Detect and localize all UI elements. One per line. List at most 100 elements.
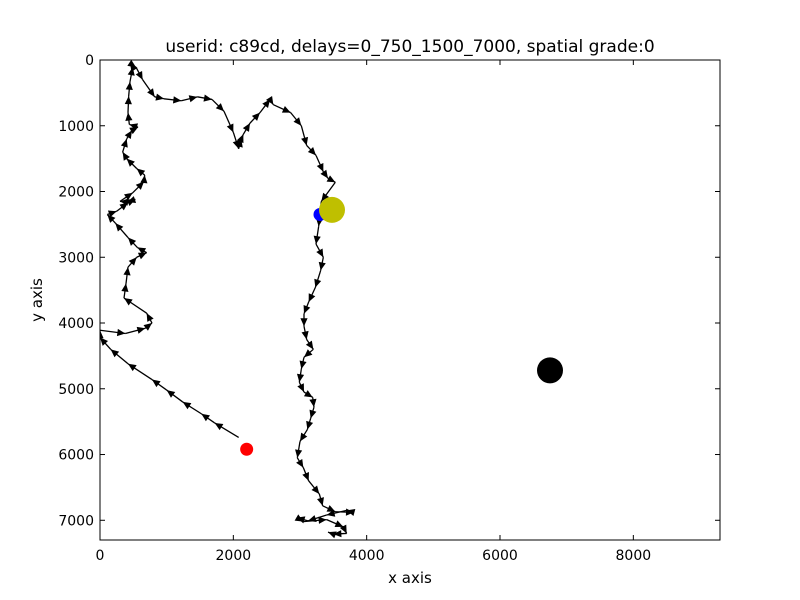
path-arrowhead [318,516,327,524]
path-arrowhead [281,106,291,113]
path-arrowhead [147,88,155,97]
path-arrowhead [317,497,324,506]
path-arrowhead [129,123,139,131]
path-arrowhead [300,318,308,327]
marker-start [240,442,254,456]
path-arrowhead [297,383,304,393]
path-arrowhead [110,349,120,358]
path-arrowhead [214,422,224,431]
path-arrowhead [143,323,152,331]
y-tick-label: 5000 [58,382,94,398]
path-arrowhead [326,509,336,517]
path-arrowhead [136,168,146,177]
path-arrowhead [266,96,274,105]
path-arrowhead [121,283,129,292]
path-arrowhead [140,175,148,184]
path-arrowhead [326,175,336,183]
path-arrowhead [124,96,132,105]
path-arrowhead [188,95,198,103]
x-tick-label: 4000 [349,548,385,564]
path-arrowhead [122,152,130,161]
path-arrowhead [307,147,316,156]
path-arrowhead [155,93,164,101]
path-arrowhead [242,123,250,132]
path-arrowhead [316,248,324,258]
path-arrowhead [232,140,240,149]
path-arrowhead [293,117,302,126]
path-arrowhead [124,298,133,306]
path-arrowhead [100,337,109,346]
path-arrowhead [314,278,322,288]
y-tick-label: 6000 [58,448,94,464]
path-arrowhead [124,192,133,201]
path-arrowhead [303,390,313,398]
path-arrowhead [295,449,303,458]
path-arrowhead [311,485,320,494]
path-arrowhead [125,81,133,90]
path-arrowhead [116,328,126,337]
axis-ticks: 0 2000 4000 6000 8000 0 1000 2000 3000 4000 5000 60… [58,53,720,564]
path-arrowhead [326,505,336,512]
path-arrowhead [236,134,244,144]
marker-target-black [537,357,563,384]
path-arrowhead [333,530,342,538]
x-axis-label: x axis [388,569,432,587]
path-arrowhead [126,158,135,167]
path-arrowhead [299,360,307,370]
y-tick-label: 4000 [58,316,94,332]
path-arrowhead [226,123,234,133]
chart-title: userid: c89cd, delays=0_750_1500_7000, s… [165,37,654,57]
path-arrowhead [166,390,176,398]
path-arrowhead [123,267,131,276]
path-arrowhead [128,363,137,372]
path-arrowhead [302,472,309,481]
path-arrowhead [120,138,128,148]
path-arrowhead [339,524,347,534]
path-arrowhead [301,136,309,146]
path-arrowhead [304,349,313,358]
plot-area [100,60,563,539]
path-arrowhead [316,163,324,172]
path-arrowhead [313,235,321,245]
marker-target-yellow [319,196,345,223]
path-arrowhead [172,96,182,104]
y-tick-label: 3000 [58,250,94,266]
path-arrowhead [115,223,124,232]
path-arrowhead [294,514,304,522]
path-arrowhead [127,60,136,68]
path-arrowhead [301,330,309,340]
path-arrowhead [128,237,137,246]
path-arrowhead [146,313,154,322]
path-arrowhead [100,330,104,339]
path-arrowhead [309,398,317,408]
path-arrowhead [318,261,326,271]
path-arrowhead [306,420,314,430]
path-arrowhead [305,340,314,350]
path-arrowhead [300,432,308,442]
path-arrowhead [320,169,328,179]
path-arrowhead [201,413,210,422]
x-tick-label: 8000 [616,548,652,564]
path-arrowhead [127,196,137,203]
path-arrowhead [296,458,304,468]
path-arrowhead [107,210,117,218]
path-arrowhead [120,198,129,206]
path-arrowhead [251,112,260,121]
path-arrowhead [152,379,161,388]
x-tick-label: 2000 [216,548,252,564]
x-tick-label: 6000 [482,548,518,564]
y-tick-label: 7000 [58,513,94,529]
path-arrowhead [136,326,146,334]
y-tick-label: 1000 [58,119,94,135]
path-arrowhead [303,305,311,314]
path-arrowhead [135,181,144,190]
path-arrowhead [346,509,356,516]
path-arrowhead [334,520,344,527]
path-arrowhead [137,247,147,255]
path-arrowhead [125,112,133,121]
path-arrowhead [215,103,224,112]
path-arrowhead [124,130,132,140]
y-tick-label: 0 [85,53,94,69]
